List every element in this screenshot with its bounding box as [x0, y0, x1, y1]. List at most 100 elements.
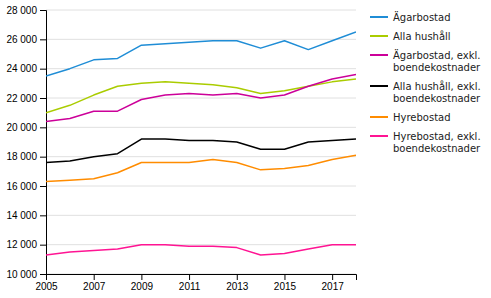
grid-line: [46, 39, 356, 40]
legend-label: Ägarbostad: [393, 11, 451, 23]
y-tick-label: 26 000: [6, 34, 37, 45]
x-tick-label: 2017: [322, 281, 345, 292]
lines: [46, 32, 356, 255]
x-tick-mark: [94, 274, 95, 280]
x-tick-label: 2011: [179, 281, 201, 292]
x-tick-label: 2009: [131, 281, 154, 292]
x-tick-mark: [332, 274, 333, 280]
y-tick-mark: [40, 274, 46, 275]
y-tick: 24 000: [6, 63, 46, 74]
series-line: [46, 75, 356, 122]
legend-label-line: boendekostnader: [393, 143, 481, 154]
legend-swatch: [370, 54, 388, 56]
x-tick: 2013: [226, 274, 249, 292]
legend-label-line: Alla hushåll: [393, 30, 451, 42]
y-tick-mark: [40, 127, 46, 128]
legend-label: Alla hushåll: [393, 30, 451, 42]
legend-label-line: Ägarbostad, exkl.: [393, 49, 481, 61]
y-tick-label: 22 000: [6, 93, 37, 104]
x-tick-mark: [46, 274, 47, 280]
y-tick-mark: [40, 186, 46, 187]
legend-label-line: Hyrebostad, exkl.: [393, 131, 481, 142]
y-tick: 10 000: [6, 269, 46, 280]
y-axis: 10 000 12 000 14 000 16 000 18 000 20 000 22 0…: [6, 5, 46, 280]
legend-item: Hyrebostad, exkl.boendekostnader: [370, 131, 481, 154]
legend-label: Ägarbostad, exkl.boendekostnader: [393, 49, 481, 73]
series-line: [46, 245, 356, 255]
grid-line: [46, 244, 356, 245]
series-line: [46, 32, 356, 76]
y-tick-label: 12 000: [6, 239, 37, 250]
grid-line: [46, 10, 356, 11]
legend-swatch: [370, 116, 388, 118]
x-tick: 2017: [322, 274, 345, 292]
legend-item: Ägarbostad: [370, 11, 451, 23]
x-tick: 2007: [83, 274, 106, 292]
y-tick-mark: [40, 157, 46, 158]
legend-swatch: [370, 135, 388, 137]
y-tick-label: 24 000: [6, 63, 37, 74]
y-axis-line: [40, 11, 47, 275]
y-tick: 14 000: [6, 210, 46, 221]
legend-label-line: boendekostnader: [393, 93, 481, 104]
legend-label: Hyrebostad, exkl.boendekostnader: [393, 131, 481, 154]
series-line: [46, 155, 356, 181]
y-tick-mark: [40, 69, 46, 70]
grid-line: [46, 68, 356, 69]
series-line: [46, 139, 356, 162]
y-tick: 12 000: [6, 239, 46, 250]
legend-swatch: [370, 85, 388, 87]
y-tick: 22 000: [6, 93, 46, 104]
x-tick: 2011: [179, 274, 201, 292]
x-axis: 2005 2007 2009 2011 2013 2015 2017: [35, 274, 356, 292]
legend: ÄgarbostadAlla hushållÄgarbostad, exkl.b…: [370, 11, 481, 154]
legend-label: Hyrebostad: [393, 112, 451, 123]
x-tick-mark: [141, 274, 142, 280]
y-tick-mark: [40, 39, 46, 40]
y-tick: 26 000: [6, 34, 46, 45]
y-tick: 18 000: [6, 151, 46, 162]
y-tick-mark: [40, 10, 46, 11]
legend-label-line: Hyrebostad: [393, 112, 451, 123]
legend-swatch: [370, 16, 388, 18]
x-tick: 2005: [35, 274, 58, 292]
legend-item: Hyrebostad: [370, 112, 451, 123]
x-tick-label: 2007: [83, 281, 106, 292]
legend-swatch: [370, 35, 388, 37]
chart: 10 000 12 000 14 000 16 000 18 000 20 000 22 0…: [0, 0, 491, 298]
plot: 10 000 12 000 14 000 16 000 18 000 20 000 22 0…: [6, 5, 356, 292]
x-tick-label: 2005: [35, 281, 58, 292]
legend-label-line: Ägarbostad: [393, 11, 451, 23]
legend-item: Ägarbostad, exkl.boendekostnader: [370, 49, 481, 73]
legend-item: Alla hushåll: [370, 30, 451, 42]
y-tick: 28 000: [6, 5, 46, 16]
legend-label-line: Alla hushåll, exkl.: [393, 80, 481, 92]
y-tick: 16 000: [6, 181, 46, 192]
y-tick-label: 28 000: [6, 5, 37, 16]
y-tick-mark: [40, 215, 46, 216]
y-tick-label: 16 000: [6, 181, 37, 192]
grid-line: [46, 186, 356, 187]
x-tick-mark: [284, 274, 285, 280]
x-tick-label: 2013: [226, 281, 249, 292]
legend-label: Alla hushåll, exkl.boendekostnader: [393, 80, 481, 104]
x-axis-line: [47, 275, 357, 281]
x-tick: 2009: [131, 274, 154, 292]
x-tick-mark: [189, 274, 190, 280]
series-line: [46, 79, 356, 113]
y-tick-mark: [40, 98, 46, 99]
grid: [46, 10, 356, 274]
grid-line: [46, 127, 356, 128]
y-tick: 20 000: [6, 122, 46, 133]
grid-line: [46, 215, 356, 216]
y-tick-label: 14 000: [6, 210, 37, 221]
y-tick-label: 10 000: [6, 269, 37, 280]
x-tick-mark: [237, 274, 238, 280]
x-tick: 2015: [274, 274, 297, 292]
legend-label-line: boendekostnader: [393, 62, 481, 73]
y-tick-label: 20 000: [6, 122, 37, 133]
y-tick-mark: [40, 245, 46, 246]
x-tick-label: 2015: [274, 281, 297, 292]
y-tick-label: 18 000: [6, 151, 37, 162]
legend-item: Alla hushåll, exkl.boendekostnader: [370, 80, 481, 104]
